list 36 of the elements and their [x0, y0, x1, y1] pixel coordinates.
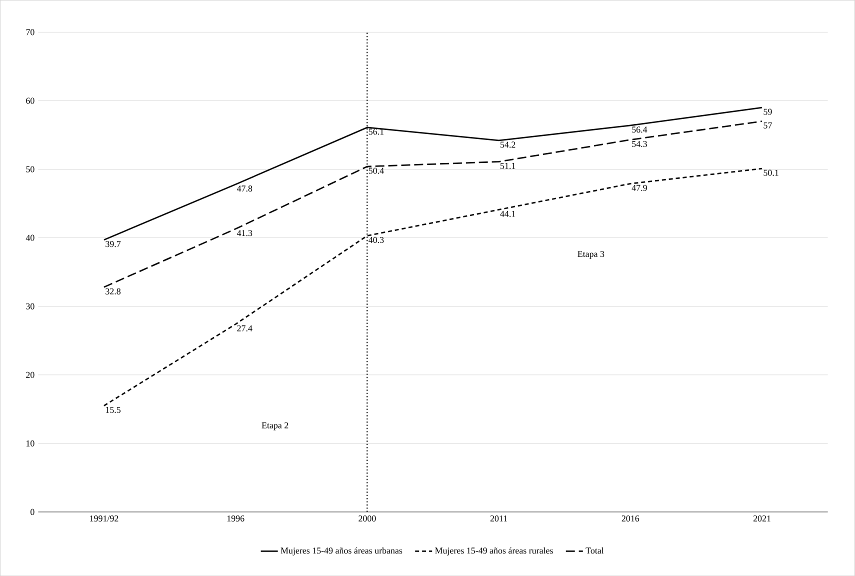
data-label: 59	[764, 108, 772, 115]
data-label: 27.4	[237, 325, 252, 332]
data-label: 47.9	[632, 184, 647, 191]
annotation: Etapa 3	[578, 250, 604, 259]
x-tick-label: 2011	[490, 515, 508, 522]
x-tick-label: 2016	[622, 515, 640, 522]
data-label: 50.4	[368, 168, 384, 174]
x-tick-label: 2021	[753, 515, 770, 522]
y-tick-label: 70	[26, 29, 34, 36]
data-label: 47.8	[236, 185, 252, 192]
data-label: 50.1	[764, 170, 778, 176]
legend-label: Mujeres 15-49 años áreas rurales	[435, 547, 553, 556]
data-label: 41.3	[236, 230, 252, 236]
data-label: 40.3	[368, 236, 384, 243]
data-label: 54.2	[500, 142, 516, 148]
data-label: 32.8	[106, 288, 121, 294]
data-label: 44.1	[500, 210, 516, 217]
x-tick-label: 1996	[227, 515, 244, 522]
data-label: 51.1	[500, 162, 516, 169]
y-tick-label: 10	[26, 440, 34, 446]
x-tick-label: 1991/92	[90, 515, 118, 522]
y-tick-label: 60	[26, 98, 34, 104]
y-tick-label: 20	[26, 372, 34, 378]
data-label: 39.7	[106, 240, 121, 248]
y-tick-label: 50	[26, 166, 34, 172]
y-tick-label: 40	[26, 234, 34, 241]
data-label: 56.4	[632, 126, 648, 133]
y-tick-label: 0	[30, 508, 34, 515]
data-label: 15.5	[106, 406, 121, 413]
legend-label: Total	[586, 547, 604, 554]
data-label: 57	[764, 122, 772, 128]
y-tick-label: 30	[26, 303, 34, 310]
legend-label: Mujeres 15-49 años áreas urbanas	[280, 547, 402, 556]
annotation: Etapa 2	[262, 422, 288, 430]
data-label: 54.3	[632, 140, 647, 147]
x-tick-label: 2000	[358, 515, 376, 522]
